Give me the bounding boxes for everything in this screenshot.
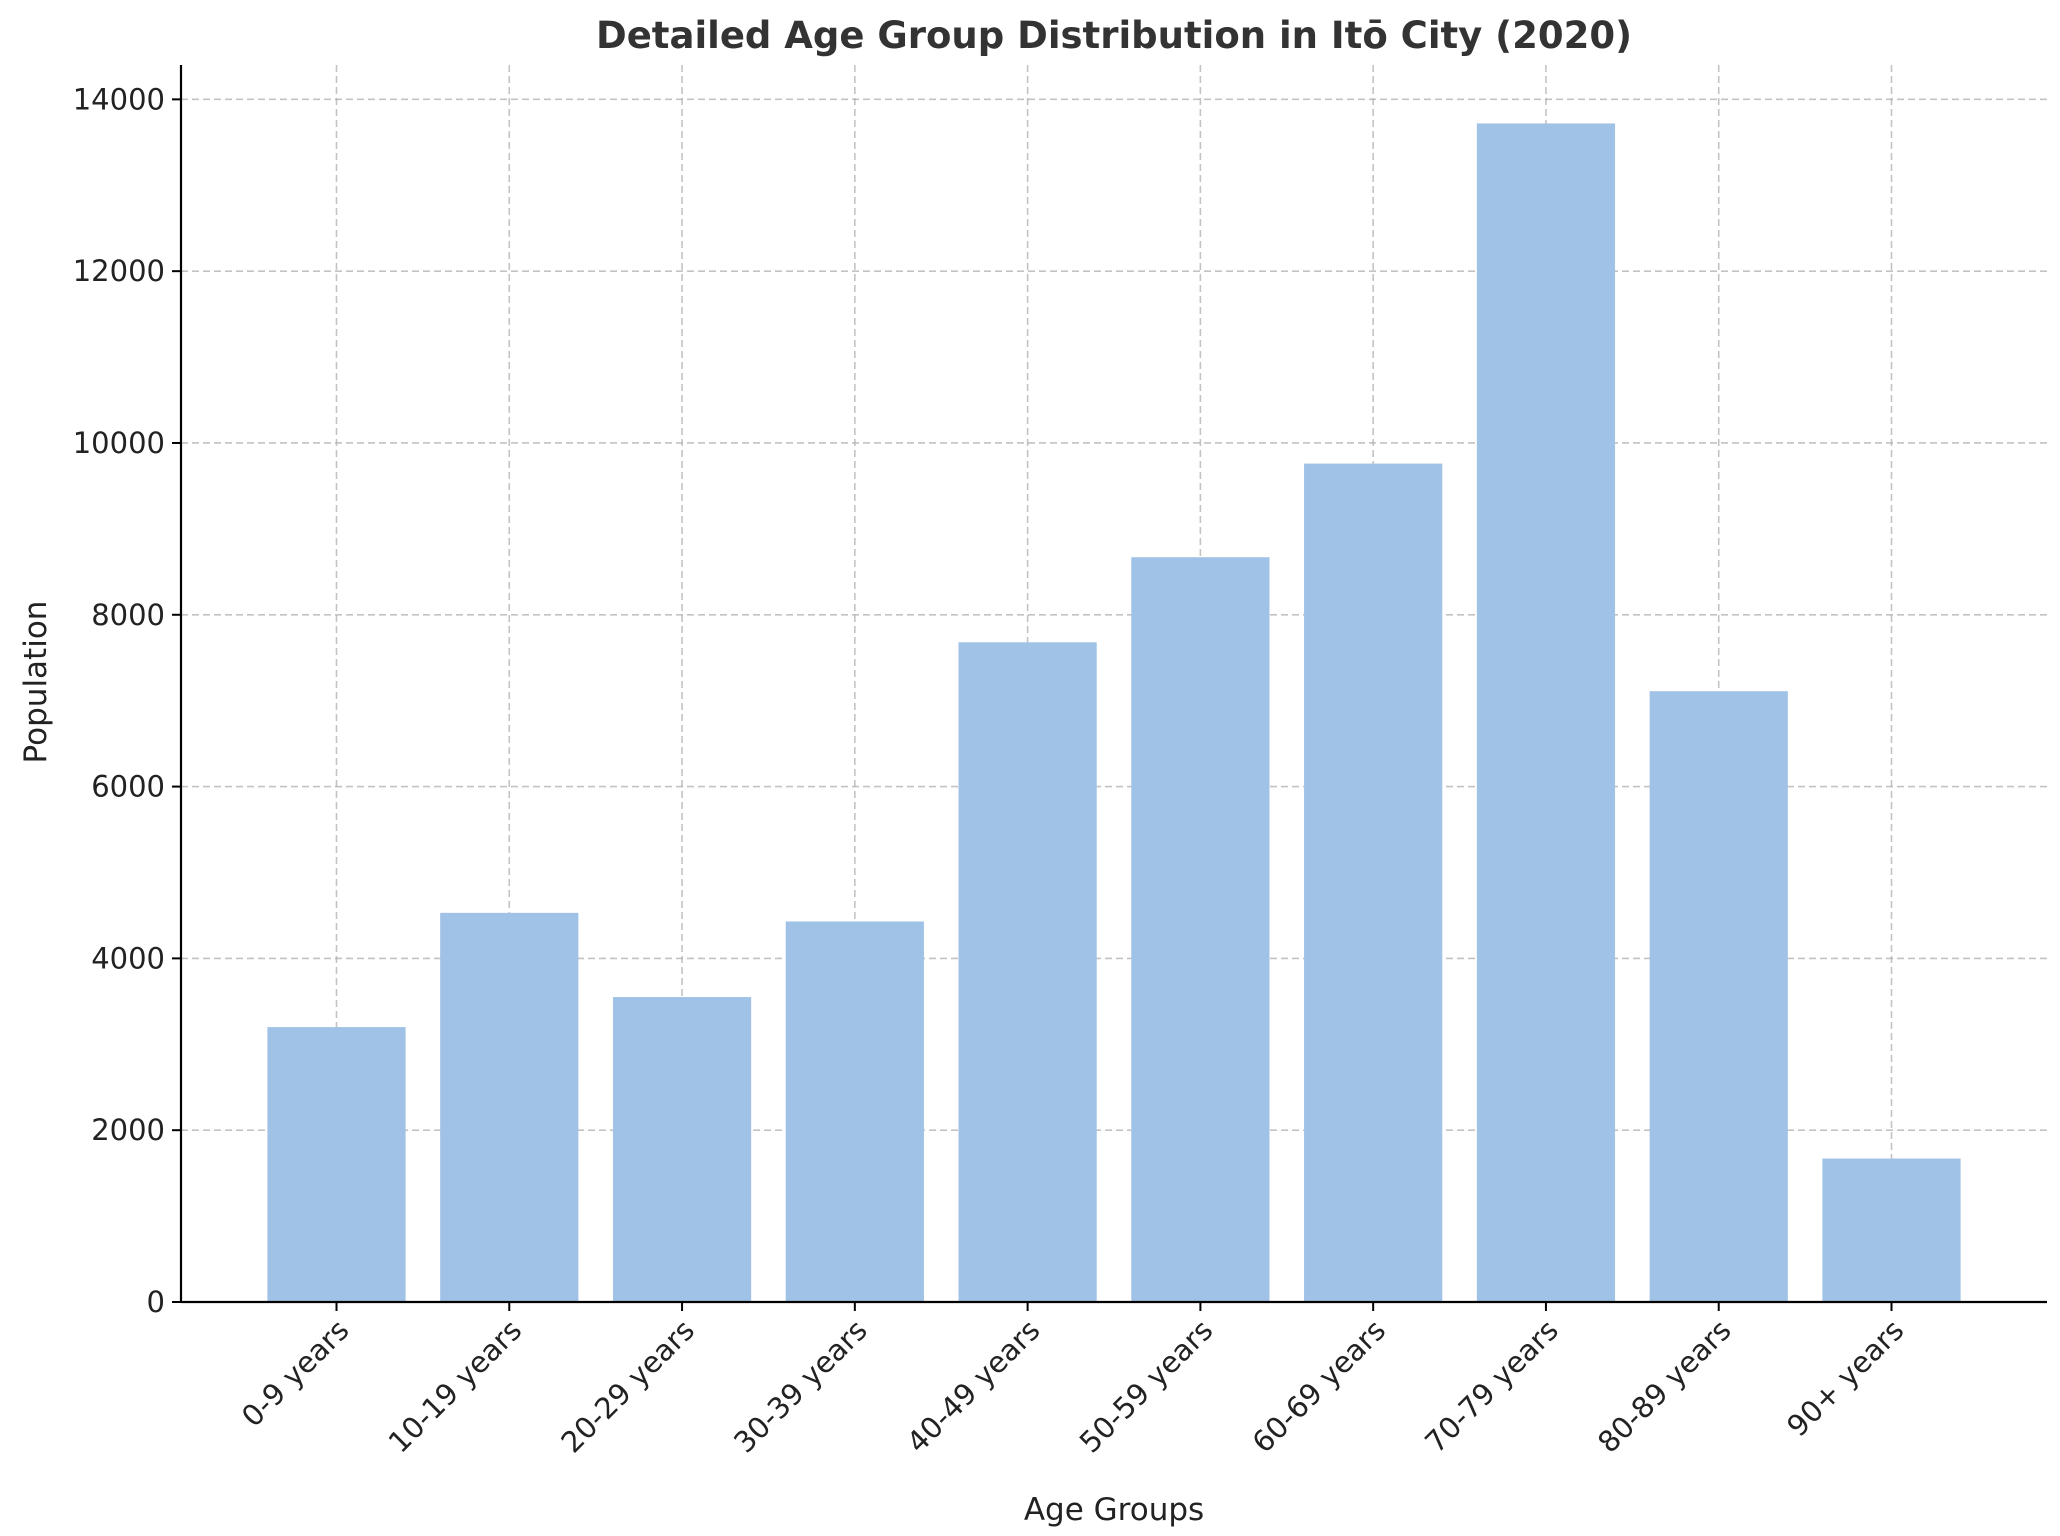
x-tick-label: 40-49 years [900,1313,1047,1460]
y-axis-ticks: 0 2000 4000 6000 8000 10000 12000 14000 [73,82,181,1319]
bar-0-9-years [267,1027,406,1302]
y-tick-label: 4000 [91,941,165,975]
x-axis-ticks: 0-9 years 10-19 years 20-29 years 30-39 yea… [235,1302,1910,1459]
bar-20-29-years [612,997,752,1302]
bar-70-79-years [1476,123,1616,1302]
x-tick-label: 30-39 years [727,1313,874,1460]
bars [267,123,1961,1303]
chart-title: Detailed Age Group Distribution in Itō C… [596,14,1632,57]
y-tick-label: 0 [147,1285,165,1319]
bar-60-69-years [1304,463,1443,1303]
x-tick-label: 0-9 years [235,1313,355,1433]
y-tick-label: 12000 [73,254,165,288]
bar-10-19-years [440,912,579,1302]
x-tick-label: 90+ years [1780,1313,1910,1443]
y-tick-label: 8000 [91,598,165,632]
bar-90-years [1822,1158,1961,1302]
y-tick-label: 6000 [91,770,165,804]
y-axis-title: Population [18,601,54,764]
x-tick-label: 50-59 years [1073,1313,1220,1460]
x-tick-label: 80-89 years [1591,1313,1738,1460]
y-tick-label: 10000 [73,426,165,460]
y-tick-label: 14000 [73,82,165,116]
y-tick-label: 2000 [91,1113,165,1147]
bar-50-59-years [1131,557,1270,1302]
x-tick-label: 20-29 years [554,1313,701,1460]
x-axis-title: Age Groups [1024,1492,1204,1528]
x-tick-label: 70-79 years [1418,1313,1565,1460]
bar-40-49-years [958,642,1097,1302]
x-tick-label: 60-69 years [1246,1313,1393,1460]
x-tick-label: 10-19 years [382,1313,529,1460]
bar-80-89-years [1649,691,1788,1302]
bar-30-39-years [785,921,924,1302]
